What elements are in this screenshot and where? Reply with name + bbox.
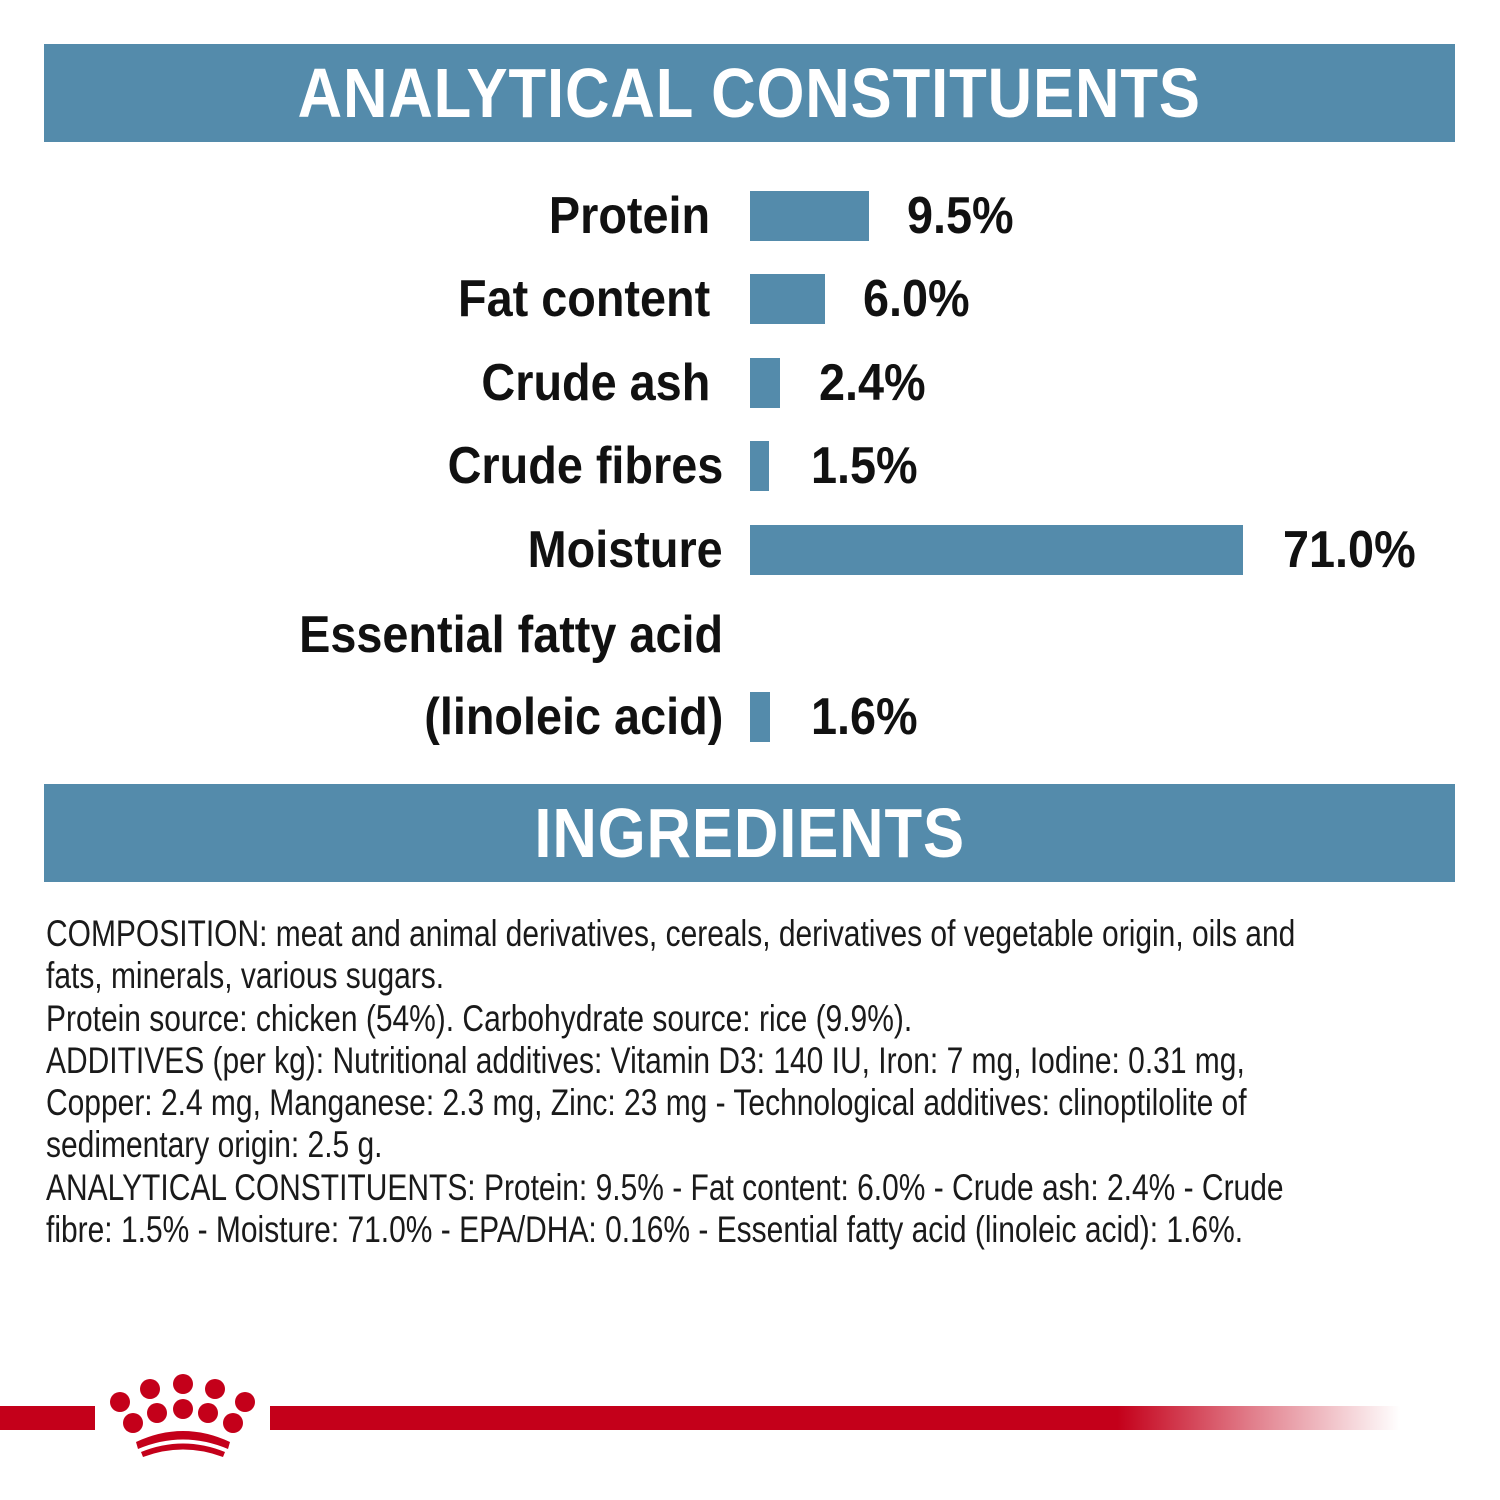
ingredients-line: COMPOSITION: meat and animal derivatives…	[46, 913, 1296, 954]
row-label: Fat content	[457, 270, 710, 328]
chart-row-fat-content: Fat content 6.0%	[0, 270, 1500, 328]
row-value: 1.6%	[811, 688, 918, 746]
row-value: 9.5%	[907, 187, 1014, 245]
value-bar	[750, 191, 869, 241]
ingredients-text: COMPOSITION: meat and animal derivatives…	[46, 913, 1310, 1251]
value-bar	[750, 441, 769, 491]
ingredients-line: Protein source: chicken (54%). Carbohydr…	[46, 997, 913, 1039]
section-title: INGREDIENTS	[534, 794, 965, 872]
chart-row-protein: Protein 9.5%	[0, 187, 1500, 245]
value-bar	[750, 692, 770, 742]
row-label: Crude ash	[481, 354, 710, 412]
row-label: Moisture	[527, 521, 723, 579]
ingredients-line: ANALYTICAL CONSTITUENTS: Protein: 9.5% -…	[46, 1166, 1284, 1208]
row-label: Crude fibres	[447, 437, 723, 495]
chart-row-essential-fatty-acid-label: Essential fatty acid	[0, 606, 1500, 664]
chart-row-linoleic-acid: (linoleic acid) 1.6%	[0, 688, 1500, 746]
value-bar	[750, 525, 1243, 575]
ingredients-line: fats, minerals, various sugars.	[46, 955, 445, 997]
chart-row-crude-ash: Crude ash 2.4%	[0, 354, 1500, 412]
brand-line-right	[270, 1406, 1400, 1430]
row-value: 1.5%	[811, 437, 918, 495]
analytical-constituents-banner: ANALYTICAL CONSTITUENTS	[44, 44, 1455, 142]
chart-row-crude-fibres: Crude fibres 1.5%	[0, 437, 1500, 495]
row-label: Essential fatty acid	[299, 606, 723, 664]
ingredients-line: sedimentary origin: 2.5 g.	[46, 1124, 383, 1166]
row-value: 6.0%	[863, 270, 970, 328]
ingredients-line: ADDITIVES (per kg): Nutritional additive…	[46, 1039, 1245, 1081]
value-bar	[750, 274, 825, 324]
row-value: 2.4%	[819, 354, 926, 412]
brand-line-left	[0, 1406, 95, 1430]
value-bar	[750, 358, 780, 408]
crown-icon	[110, 1374, 255, 1457]
row-label: Protein	[548, 187, 710, 245]
ingredients-line: fibre: 1.5% - Moisture: 71.0% - EPA/DHA:…	[46, 1209, 1244, 1251]
ingredients-banner: INGREDIENTS	[44, 784, 1455, 882]
section-title: ANALYTICAL CONSTITUENTS	[297, 54, 1202, 132]
chart-row-moisture: Moisture 71.0%	[0, 521, 1500, 579]
ingredients-line: Copper: 2.4 mg, Manganese: 2.3 mg, Zinc:…	[46, 1082, 1247, 1124]
row-value: 71.0%	[1283, 521, 1416, 579]
row-label-line2: (linoleic acid)	[423, 688, 723, 746]
